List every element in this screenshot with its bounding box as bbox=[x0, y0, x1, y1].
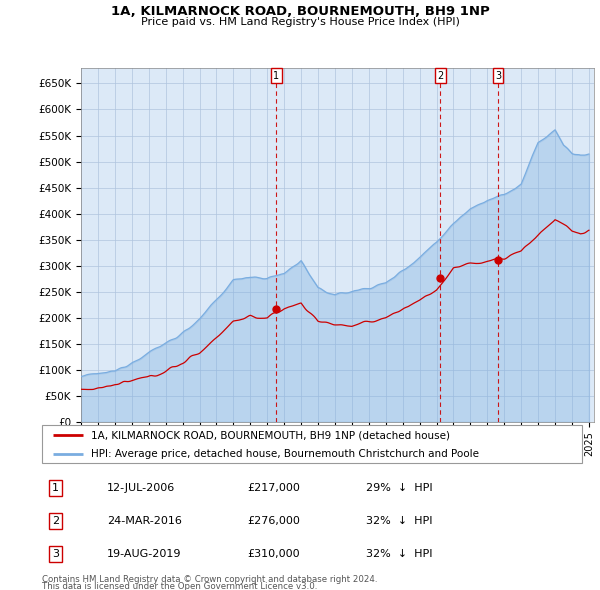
Text: 1: 1 bbox=[52, 483, 59, 493]
Text: 32%  ↓  HPI: 32% ↓ HPI bbox=[366, 549, 433, 559]
Text: 2: 2 bbox=[52, 516, 59, 526]
Text: 1: 1 bbox=[273, 71, 279, 81]
Text: 1A, KILMARNOCK ROAD, BOURNEMOUTH, BH9 1NP: 1A, KILMARNOCK ROAD, BOURNEMOUTH, BH9 1N… bbox=[110, 5, 490, 18]
Text: £217,000: £217,000 bbox=[247, 483, 300, 493]
Text: Contains HM Land Registry data © Crown copyright and database right 2024.: Contains HM Land Registry data © Crown c… bbox=[42, 575, 377, 584]
Text: £310,000: £310,000 bbox=[247, 549, 300, 559]
Text: 3: 3 bbox=[52, 549, 59, 559]
Text: 29%  ↓  HPI: 29% ↓ HPI bbox=[366, 483, 433, 493]
Text: 2: 2 bbox=[437, 71, 443, 81]
Text: This data is licensed under the Open Government Licence v3.0.: This data is licensed under the Open Gov… bbox=[42, 582, 317, 590]
Text: Price paid vs. HM Land Registry's House Price Index (HPI): Price paid vs. HM Land Registry's House … bbox=[140, 17, 460, 27]
Text: £276,000: £276,000 bbox=[247, 516, 300, 526]
Text: HPI: Average price, detached house, Bournemouth Christchurch and Poole: HPI: Average price, detached house, Bour… bbox=[91, 448, 479, 458]
Text: 3: 3 bbox=[495, 71, 501, 81]
Text: 1A, KILMARNOCK ROAD, BOURNEMOUTH, BH9 1NP (detached house): 1A, KILMARNOCK ROAD, BOURNEMOUTH, BH9 1N… bbox=[91, 430, 449, 440]
Text: 12-JUL-2006: 12-JUL-2006 bbox=[107, 483, 175, 493]
Text: 32%  ↓  HPI: 32% ↓ HPI bbox=[366, 516, 433, 526]
Text: 24-MAR-2016: 24-MAR-2016 bbox=[107, 516, 182, 526]
Text: 19-AUG-2019: 19-AUG-2019 bbox=[107, 549, 181, 559]
FancyBboxPatch shape bbox=[42, 425, 582, 463]
